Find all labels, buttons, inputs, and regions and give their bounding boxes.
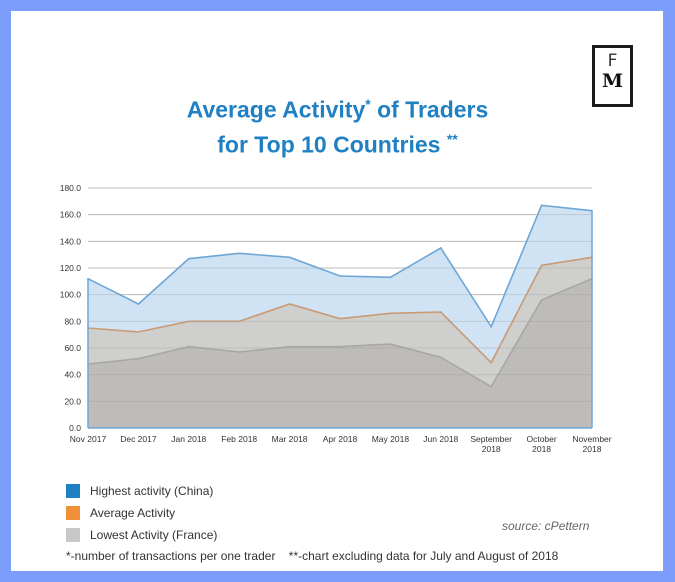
y-tick-label: 120.0 xyxy=(60,263,82,273)
title-double-asterisk: ** xyxy=(446,131,458,147)
legend-swatch-orange xyxy=(66,506,80,520)
x-tick-label: Dec 2017 xyxy=(120,434,157,444)
legend-label: Average Activity xyxy=(90,506,176,520)
x-tick-label: May 2018 xyxy=(372,434,410,444)
data-point xyxy=(490,325,493,328)
footnotes: *-number of transactions per one trader … xyxy=(66,549,559,563)
data-point xyxy=(490,385,493,388)
y-tick-label: 0.0 xyxy=(69,423,81,433)
data-point xyxy=(389,312,392,315)
data-point xyxy=(440,247,442,249)
x-tick-label: Feb 2018 xyxy=(221,434,257,444)
legend-item-lowest: Lowest Activity (France) xyxy=(66,524,217,546)
data-point xyxy=(238,320,240,323)
x-tick-label: Jun 2018 xyxy=(423,434,458,444)
data-point xyxy=(339,317,341,320)
logo-letter-f: F xyxy=(607,51,618,71)
data-point xyxy=(137,303,140,305)
title-text-line2: for Top 10 Countries xyxy=(217,131,447,158)
data-point xyxy=(188,345,190,348)
area-chart: 0.0 20.0 40.0 60.0 80.0 100.0 120.0 140.0 160.0 1… xyxy=(60,183,612,454)
x-tick-label: September 2018 xyxy=(470,434,512,454)
data-point xyxy=(339,275,341,277)
data-point xyxy=(339,345,341,348)
data-point xyxy=(288,345,291,348)
y-tick-label: 100.0 xyxy=(60,290,82,300)
y-tick-label: 20.0 xyxy=(64,396,81,406)
data-point xyxy=(188,257,190,260)
legend-swatch-gray xyxy=(66,528,80,542)
legend: Highest activity (China) Average Activit… xyxy=(66,480,217,546)
data-point xyxy=(540,299,543,301)
data-point xyxy=(288,256,291,259)
data-point xyxy=(238,252,240,255)
data-point xyxy=(238,351,240,353)
data-point xyxy=(137,331,140,333)
data-point xyxy=(540,264,543,267)
logo-letter-m: M xyxy=(601,70,624,92)
y-tick-label: 60.0 xyxy=(64,343,81,353)
data-point xyxy=(389,276,392,279)
y-tick-label: 80.0 xyxy=(64,316,81,326)
y-tick-label: 180.0 xyxy=(60,183,82,193)
legend-swatch-blue xyxy=(66,484,80,498)
chart-title-line1: Average Activity* of Traders xyxy=(0,96,675,124)
data-point xyxy=(540,204,543,207)
x-tick-label: Apr 2018 xyxy=(323,434,358,444)
legend-label: Highest activity (China) xyxy=(90,484,214,498)
x-tick-label: Jan 2018 xyxy=(171,434,206,444)
area-lowest xyxy=(88,278,592,428)
y-tick-label: 40.0 xyxy=(64,370,81,380)
x-tick-label: October 2018 xyxy=(526,434,556,454)
data-point xyxy=(440,356,442,359)
data-point xyxy=(137,357,140,360)
y-tick-label: 140.0 xyxy=(60,236,82,246)
x-tick-label: November 2018 xyxy=(572,434,611,454)
data-point xyxy=(490,361,493,364)
source-note: source: cPettern xyxy=(502,519,590,533)
fm-logo: F M xyxy=(592,45,633,107)
x-tick-label: Mar 2018 xyxy=(272,434,308,444)
legend-item-average: Average Activity xyxy=(66,502,217,524)
title-text: Average Activity xyxy=(186,96,366,123)
data-point xyxy=(389,343,392,345)
x-tick-label: Nov 2017 xyxy=(70,434,107,444)
data-point xyxy=(188,320,190,323)
data-point xyxy=(440,311,442,313)
chart-title-line2: for Top 10 Countries ** xyxy=(0,131,675,159)
data-point xyxy=(288,303,291,305)
legend-item-highest: Highest activity (China) xyxy=(66,480,217,502)
y-tick-label: 160.0 xyxy=(60,210,82,220)
legend-label: Lowest Activity (France) xyxy=(90,528,218,542)
title-text-rest: of Traders xyxy=(370,96,489,123)
title-asterisk: * xyxy=(365,96,371,112)
